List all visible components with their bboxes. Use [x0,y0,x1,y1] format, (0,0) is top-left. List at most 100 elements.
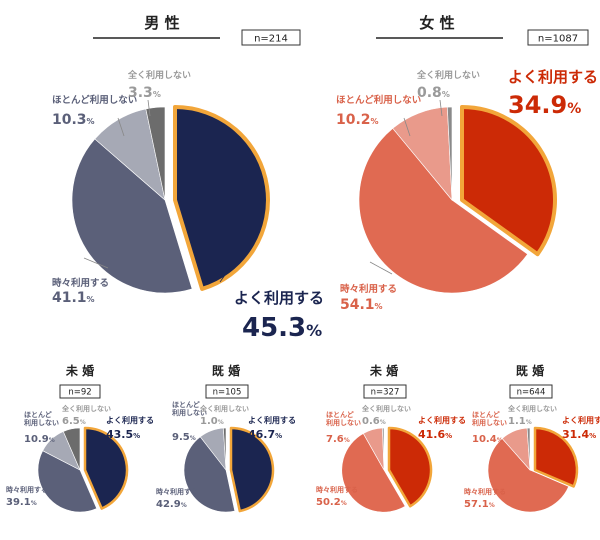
unit-label: % [589,432,596,440]
pie-slice-1 [358,127,528,294]
pie-slice-1 [37,450,98,513]
category-label: よく利用する [508,68,598,86]
category-label: 利用しない [24,418,59,427]
leader-line [219,267,231,283]
value-label: 0.8% [417,85,450,101]
category-label: 時々利用する [6,485,48,494]
category-label: ほとんど [326,410,354,419]
category-label: 利用しない [326,418,361,427]
category-label: よく利用する [562,415,600,425]
sample-size-box [363,384,407,399]
unit-label: % [341,500,347,507]
pie-slice-1 [71,138,193,294]
value-label: 42.9% [156,499,187,510]
category-label: 利用しない [172,408,207,417]
category-label: 全く利用しない [416,69,480,81]
pie-chart-2: 女 性 n=1087 よく利用する 34.9% 時々利用する 54.1% ほとんど利用しない… [336,14,598,313]
leader-line [117,117,125,137]
sample-size: n=644 [517,388,546,398]
unit-label: % [497,437,503,444]
sample-size: n=214 [254,34,288,45]
pie-slice-3 [145,106,166,201]
leader-line [403,117,411,137]
unit-label: % [445,432,452,440]
pie-chart-3: 未 婚 n=92 よく利用する 43.5% 時々利用する 39.1% ほとんど利用しない 10… [6,363,154,513]
leader-line [439,99,443,117]
unit-label: % [375,302,383,311]
pie-chart-5: 未 婚 n=327 よく利用する 41.6% 時々利用する 50.2% ほとんど利用しない 7… [316,363,466,513]
chart-title: 未 婚 [65,363,94,378]
sample-size-box [241,29,301,46]
value-label: 10.2% [336,112,379,128]
value-label: 10.9% [24,434,55,445]
category-label: 時々利用する [156,487,198,496]
unit-label: % [49,437,55,444]
unit-label: % [275,432,282,440]
unit-label: % [371,117,379,126]
value-label: 41.6% [418,428,452,441]
category-label: 全く利用しない [127,69,191,81]
value-label: 10.4% [472,434,503,445]
sample-size: n=1087 [538,34,578,45]
unit-label: % [153,90,161,99]
unit-label: % [344,437,350,444]
pie-slice-1 [341,433,406,513]
unit-label: % [526,419,532,426]
chart-title: 未 婚 [369,363,398,378]
pie-slice-0 [173,105,270,291]
value-label: 54.1% [340,297,383,313]
pie-slice-1 [487,438,570,513]
category-label: ほとんど利用しない [52,94,137,106]
category-label: ほとんど [24,410,52,419]
value-label: 9.5% [172,432,196,443]
leader-line [515,117,529,121]
unit-label: % [190,435,196,442]
category-label: 全く利用しない [61,404,111,413]
chart-title: 既 婚 [212,363,240,378]
category-label: 全く利用しない [507,404,557,413]
value-label: 10.3% [52,112,95,128]
value-label: 1.0% [200,416,224,427]
pie-slice-1 [183,436,236,513]
unit-label: % [87,295,95,304]
unit-label: % [380,419,386,426]
value-label: 45.3% [242,313,322,343]
pie-slice-0 [229,426,275,513]
unit-label: % [218,419,224,426]
unit-label: % [31,500,37,507]
value-label: 31.4% [562,428,596,441]
chart-title: 女 性 [419,14,454,32]
value-label: 7.6% [326,434,350,445]
category-label: 全く利用しない [361,404,411,413]
unit-label: % [133,432,140,440]
pie-chart-6: 既 婚n=644よく利用する31.4%時々利用する57.1%ほとんど利用しない1… [464,363,600,513]
pie-slice-3 [223,427,227,471]
leader-line [369,261,393,275]
value-label: 6.5% [62,416,86,427]
value-label: 1.1% [508,416,532,427]
category-label: ほとんど [172,400,200,409]
sample-size-box [527,29,589,46]
category-label: ほとんど利用しない [336,94,421,106]
pie-slice-3 [526,427,531,471]
value-label: 57.1% [464,499,495,510]
category-label: 利用しない [472,418,507,427]
unit-label: % [489,502,495,509]
sample-size: n=105 [213,388,242,398]
sample-size-box [509,384,553,399]
pie-slice-3 [382,427,385,471]
pie-chart-4: 既 婚 n=105 よく利用する 46.7% 時々利用する 42.9% ほとんど利用しない 9… [156,363,296,513]
chart-title: 男 性 [144,14,179,32]
sample-size: n=327 [371,388,400,398]
unit-label: % [306,321,322,340]
category-label: 全く利用しない [199,404,249,413]
category-label: 時々利用する [316,485,358,494]
unit-label: % [567,101,581,117]
sample-size: n=92 [68,388,91,398]
value-label: 3.3% [128,85,161,101]
category-label: よく利用する [106,415,154,425]
pie-slice-3 [62,427,81,471]
unit-label: % [442,90,450,99]
